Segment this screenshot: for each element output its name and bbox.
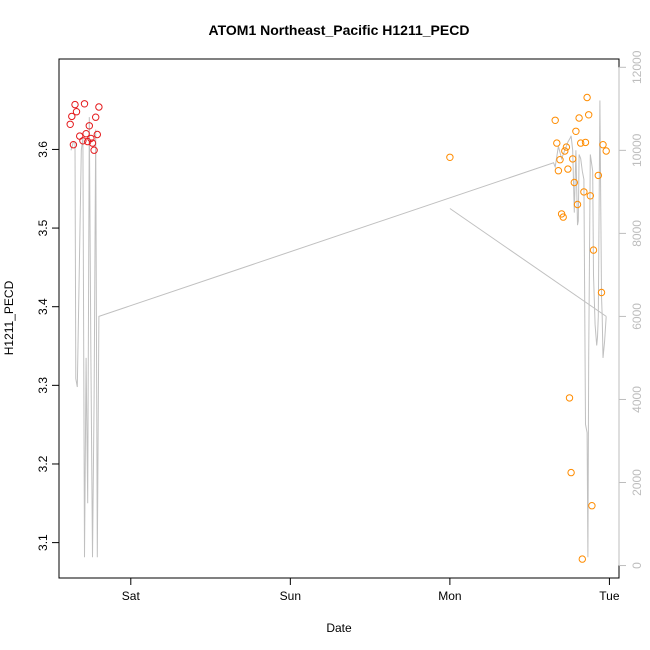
data-point xyxy=(559,213,567,221)
data-point xyxy=(68,112,76,121)
right-tick-label: 4000 xyxy=(630,386,644,413)
data-point xyxy=(79,137,87,145)
data-point xyxy=(564,165,572,173)
data-point xyxy=(578,555,586,563)
data-point xyxy=(565,394,574,402)
data-point xyxy=(554,167,563,175)
data-point xyxy=(570,178,578,187)
right-tick-label: 8000 xyxy=(630,220,644,247)
x-axis-label: Date xyxy=(326,621,352,635)
data-point xyxy=(92,113,100,121)
data-point xyxy=(95,103,103,111)
data-point xyxy=(583,93,591,102)
data-point xyxy=(93,130,102,139)
data-point xyxy=(580,188,588,196)
y-tick-label: 3.5 xyxy=(36,219,50,236)
plot-frame xyxy=(58,58,620,579)
y-tick-label: 3.6 xyxy=(36,141,50,158)
data-point xyxy=(76,132,84,140)
right-tick-label: 12000 xyxy=(630,50,644,84)
data-point xyxy=(588,502,596,510)
data-point xyxy=(69,141,78,149)
x-tick-label: Mon xyxy=(438,589,461,603)
y-tick-label: 3.2 xyxy=(36,455,50,472)
data-point xyxy=(602,147,610,155)
data-point xyxy=(573,200,582,209)
data-point xyxy=(82,130,90,138)
x-tick-label: Sun xyxy=(280,589,301,603)
data-point xyxy=(561,147,569,155)
data-point xyxy=(577,139,585,147)
data-point xyxy=(446,153,454,162)
data-point xyxy=(594,171,602,180)
right-tick-label: 0 xyxy=(630,562,644,569)
plot-area: Sat Sun Mon Tue 3.1 3.2 3.3 3.4 3.5 3.6 0 2000 4000 6… xyxy=(36,50,644,603)
data-point xyxy=(585,111,593,119)
data-point xyxy=(599,141,607,149)
line-series xyxy=(449,208,607,317)
data-point xyxy=(589,246,598,254)
y-tick-label: 3.3 xyxy=(36,377,50,394)
data-point xyxy=(88,139,97,147)
data-point xyxy=(562,143,571,151)
y-axis-label: H1211_PECD xyxy=(2,280,16,355)
x-tick-label: Sat xyxy=(122,589,141,603)
data-point xyxy=(572,127,580,136)
data-point xyxy=(90,146,98,154)
data-point xyxy=(85,122,94,130)
data-point xyxy=(553,139,561,147)
x-tick-label: Tue xyxy=(599,589,620,603)
right-tick-label: 10000 xyxy=(630,133,644,167)
data-point xyxy=(556,156,564,164)
chart-title: ATOM1 Northeast_Pacific H1211_PECD xyxy=(209,22,470,38)
data-point xyxy=(586,192,594,200)
data-point xyxy=(569,155,577,163)
data-point xyxy=(66,120,74,129)
data-point xyxy=(567,468,575,477)
data-point xyxy=(597,288,606,297)
data-point xyxy=(551,116,559,125)
data-point xyxy=(87,134,95,143)
right-tick-label: 2000 xyxy=(630,469,644,496)
data-point xyxy=(581,138,590,147)
data-point xyxy=(71,100,79,109)
y-tick-label: 3.1 xyxy=(36,534,50,551)
line-series xyxy=(70,100,607,558)
y-tick-label: 3.4 xyxy=(36,298,50,315)
data-point xyxy=(575,114,583,122)
data-point xyxy=(80,100,89,108)
right-tick-label: 6000 xyxy=(630,303,644,330)
data-point xyxy=(72,108,81,116)
